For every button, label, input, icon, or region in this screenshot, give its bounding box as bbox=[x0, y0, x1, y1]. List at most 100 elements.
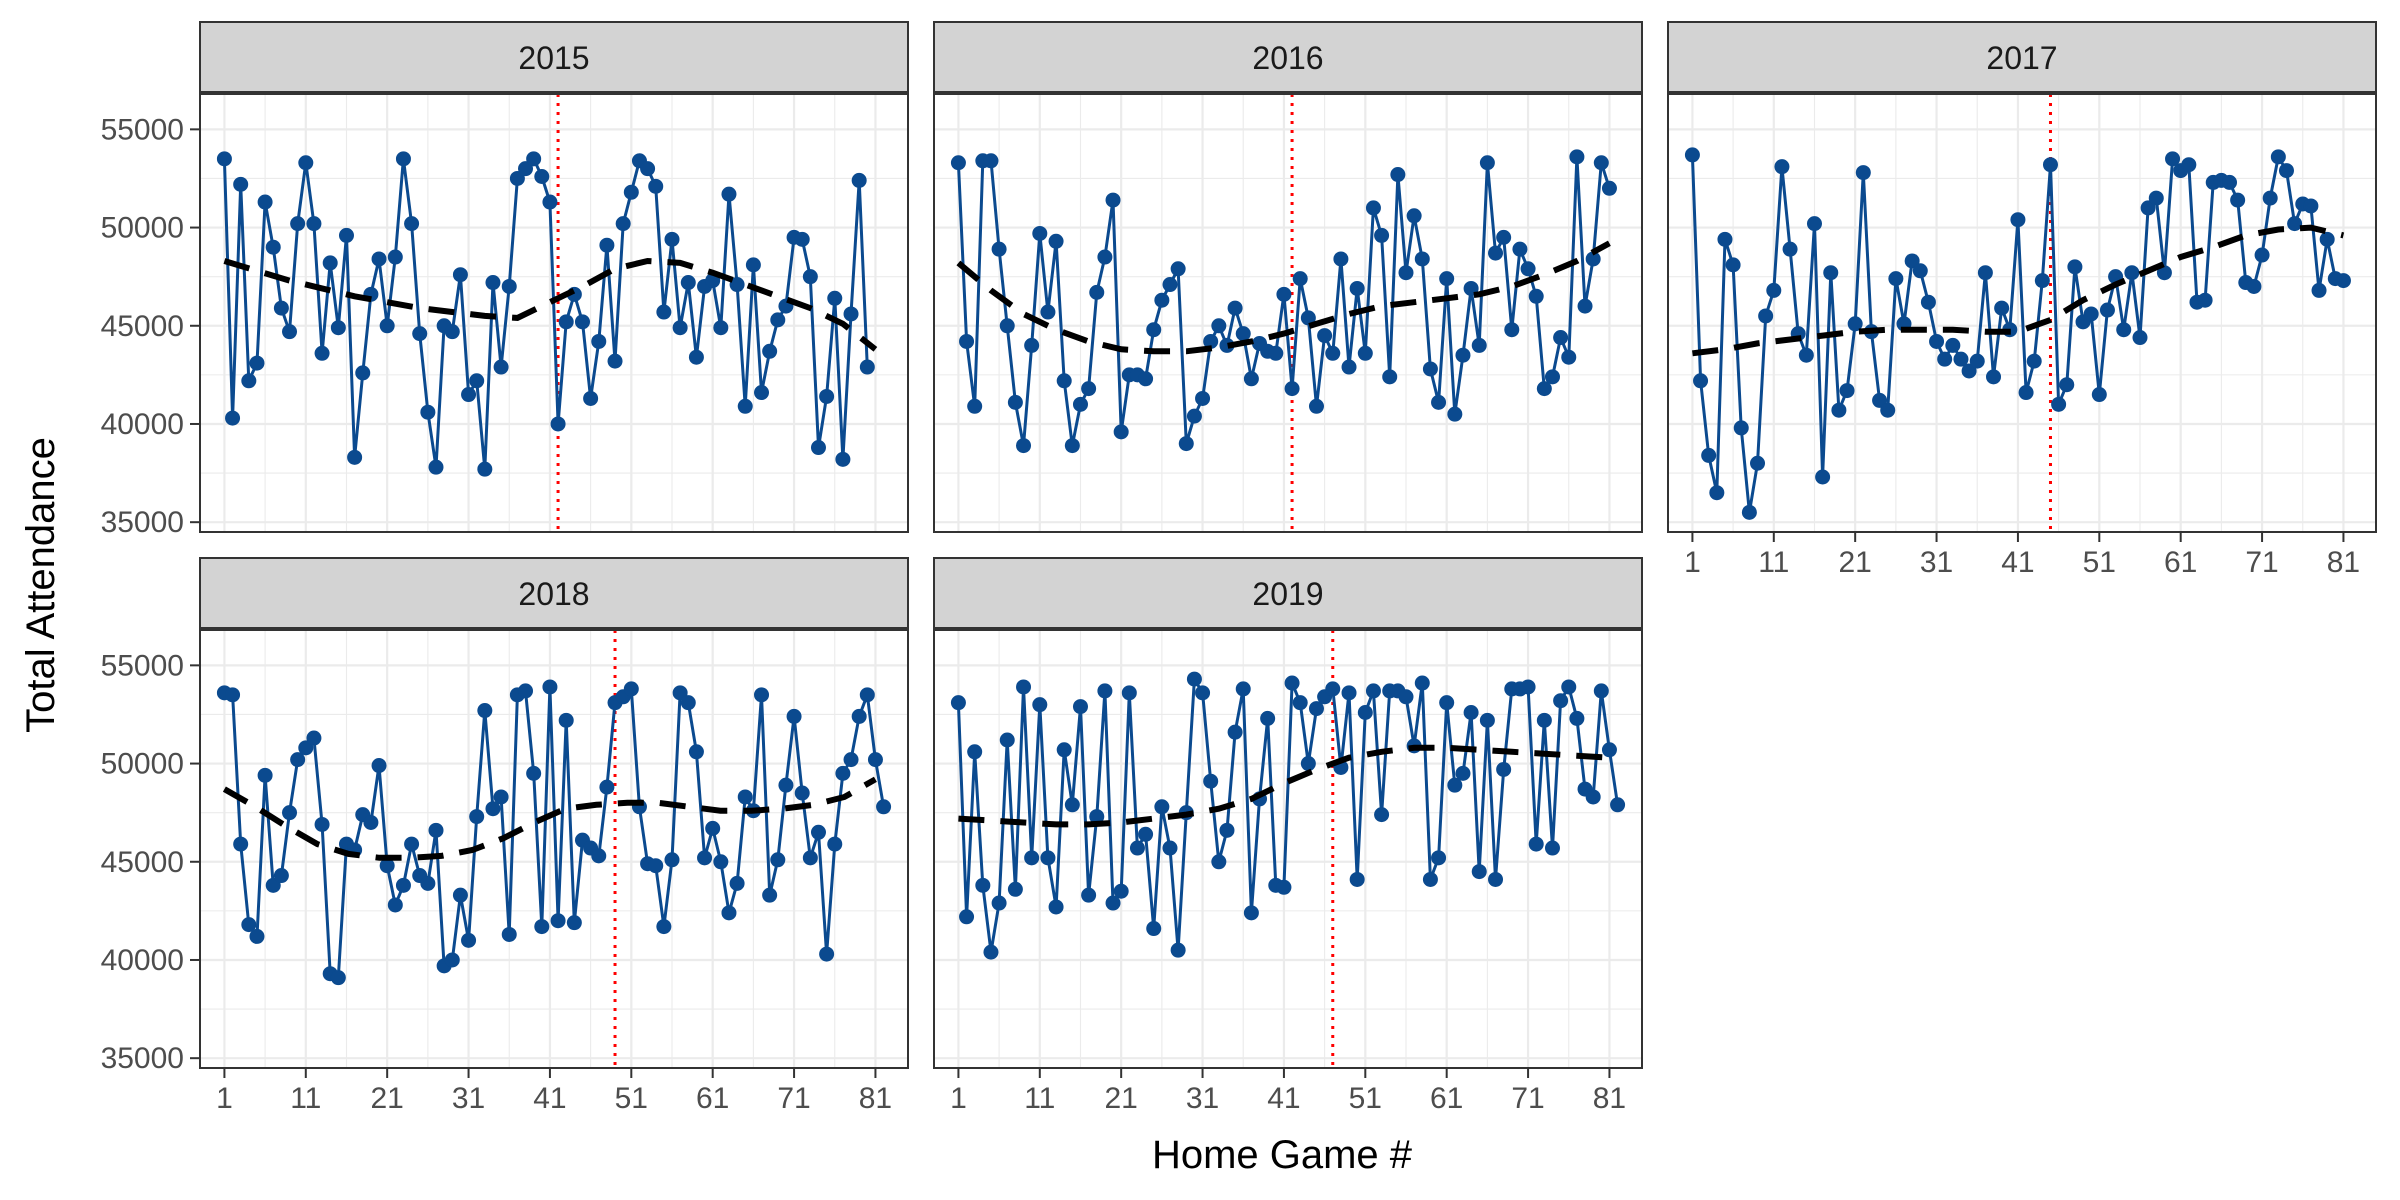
data-point bbox=[2124, 265, 2140, 281]
data-point bbox=[363, 814, 379, 830]
data-point bbox=[1561, 679, 1577, 695]
data-point bbox=[656, 304, 672, 320]
x-tick-label: 41 bbox=[2001, 546, 2034, 579]
data-point bbox=[835, 451, 851, 467]
data-point bbox=[1219, 822, 1235, 838]
x-tick-label: 11 bbox=[1024, 1082, 1055, 1115]
data-point bbox=[680, 695, 696, 711]
data-point bbox=[786, 708, 802, 724]
data-point bbox=[395, 151, 411, 167]
data-point bbox=[379, 318, 395, 334]
data-point bbox=[233, 176, 249, 192]
x-tick-label: 21 bbox=[370, 1082, 403, 1115]
data-point bbox=[623, 681, 639, 697]
x-tick-label: 41 bbox=[1267, 1082, 1300, 1115]
strip-2015 bbox=[199, 21, 909, 93]
data-point bbox=[745, 257, 761, 273]
data-point bbox=[664, 852, 680, 868]
data-point bbox=[1300, 756, 1316, 772]
data-point bbox=[461, 387, 477, 403]
data-point bbox=[2091, 387, 2107, 403]
data-point bbox=[1447, 406, 1463, 422]
strip-2016 bbox=[933, 21, 1643, 93]
data-point bbox=[1585, 251, 1601, 267]
data-point bbox=[1178, 436, 1194, 452]
data-point bbox=[249, 355, 265, 371]
data-point bbox=[1880, 402, 1896, 418]
data-point bbox=[1758, 308, 1774, 324]
data-point bbox=[762, 343, 778, 359]
panels-layer: 2015 2016 2017 2018 2019 bbox=[199, 21, 2377, 1069]
x-tick-label: 71 bbox=[1511, 1082, 1544, 1115]
data-point bbox=[1806, 216, 1822, 232]
data-point bbox=[1024, 337, 1040, 353]
data-point bbox=[1162, 277, 1178, 293]
strip-2017 bbox=[1667, 21, 2377, 93]
data-point bbox=[1211, 854, 1227, 870]
data-point bbox=[688, 744, 704, 760]
data-point bbox=[1195, 390, 1211, 406]
data-point bbox=[859, 359, 875, 375]
data-point bbox=[1929, 333, 1945, 349]
data-point bbox=[2165, 151, 2181, 167]
data-point bbox=[713, 320, 729, 336]
data-point bbox=[1129, 840, 1145, 856]
data-point bbox=[2311, 282, 2327, 298]
data-point bbox=[1725, 257, 1741, 273]
data-point bbox=[1471, 864, 1487, 880]
data-point bbox=[876, 799, 892, 815]
data-point bbox=[1823, 265, 1839, 281]
data-point bbox=[379, 858, 395, 874]
data-point bbox=[322, 255, 338, 271]
data-point bbox=[1969, 353, 1985, 369]
data-point bbox=[1414, 251, 1430, 267]
grid bbox=[200, 630, 908, 1068]
data-point bbox=[2270, 149, 2286, 165]
data-point bbox=[1203, 333, 1219, 349]
axes-layer: 35000 40000 45000 50000 55000 35000 40000 45000… bbox=[101, 113, 2361, 1115]
data-point bbox=[1431, 394, 1447, 410]
strip-2019 bbox=[933, 557, 1643, 629]
data-point bbox=[1121, 685, 1137, 701]
data-point bbox=[1553, 693, 1569, 709]
data-point bbox=[1479, 155, 1495, 171]
data-point bbox=[680, 275, 696, 291]
data-point bbox=[420, 875, 436, 891]
data-point bbox=[355, 365, 371, 381]
data-point bbox=[1276, 286, 1292, 302]
data-point bbox=[1912, 263, 1928, 279]
data-point bbox=[737, 789, 753, 805]
data-point bbox=[967, 398, 983, 414]
data-point bbox=[518, 683, 534, 699]
data-point bbox=[1496, 229, 1512, 245]
data-point bbox=[225, 410, 241, 426]
data-point bbox=[1203, 773, 1219, 789]
data-point bbox=[737, 398, 753, 414]
data-point bbox=[241, 373, 257, 389]
data-point bbox=[688, 349, 704, 365]
data-point bbox=[991, 241, 1007, 257]
data-point bbox=[1382, 369, 1398, 385]
data-point bbox=[1601, 180, 1617, 196]
data-point bbox=[705, 820, 721, 836]
data-point bbox=[1300, 310, 1316, 326]
panel-2018: 2018 bbox=[199, 557, 909, 1069]
data-point bbox=[867, 752, 883, 768]
data-point bbox=[1520, 261, 1536, 277]
data-point bbox=[1154, 799, 1170, 815]
data-point bbox=[2246, 278, 2262, 294]
data-point bbox=[1349, 871, 1365, 887]
data-point bbox=[1064, 797, 1080, 813]
data-point bbox=[452, 887, 468, 903]
data-point bbox=[1211, 318, 1227, 334]
strip-label: 2017 bbox=[1986, 40, 2057, 76]
data-point bbox=[1113, 424, 1129, 440]
data-point bbox=[2278, 163, 2294, 179]
data-point bbox=[1081, 381, 1097, 397]
data-point bbox=[1937, 351, 1953, 367]
data-point bbox=[1032, 225, 1048, 241]
data-point bbox=[1577, 298, 1593, 314]
data-point bbox=[975, 877, 991, 893]
data-point bbox=[2099, 302, 2115, 318]
